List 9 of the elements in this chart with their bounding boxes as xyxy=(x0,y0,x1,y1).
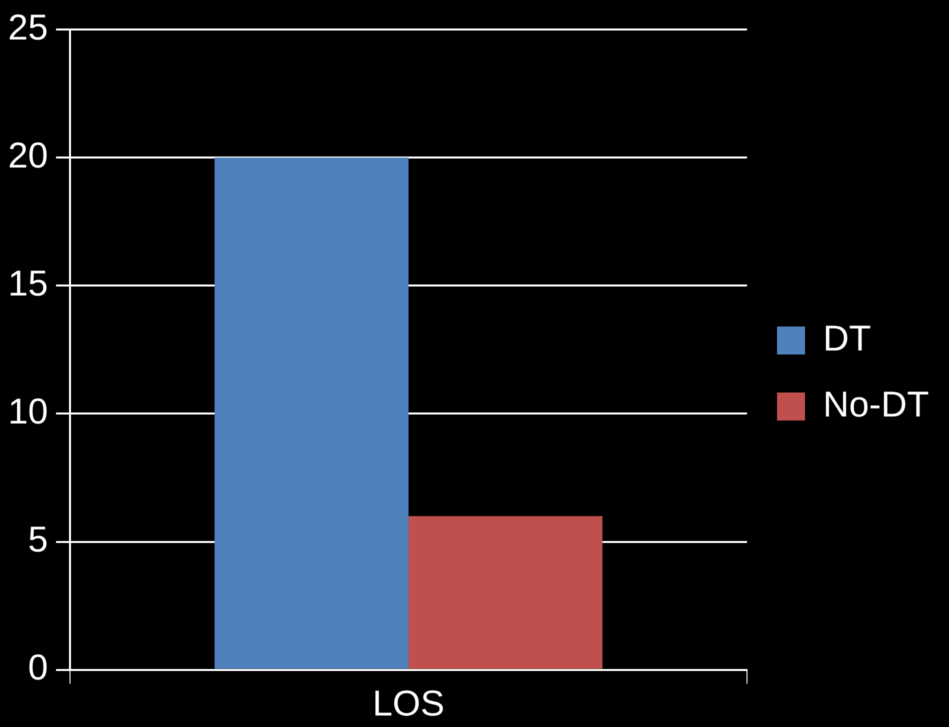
y-tick-label: 10 xyxy=(8,390,48,432)
y-tick-label: 0 xyxy=(28,646,48,688)
y-tick-label: 20 xyxy=(8,134,48,176)
y-tick-label: 25 xyxy=(8,6,48,48)
legend-label: DT xyxy=(823,317,872,358)
legend-label: No-DT xyxy=(823,383,930,424)
y-tick-label: 15 xyxy=(8,262,48,304)
y-tick-label: 5 xyxy=(28,518,48,560)
x-tick-label: LOS xyxy=(372,682,445,724)
